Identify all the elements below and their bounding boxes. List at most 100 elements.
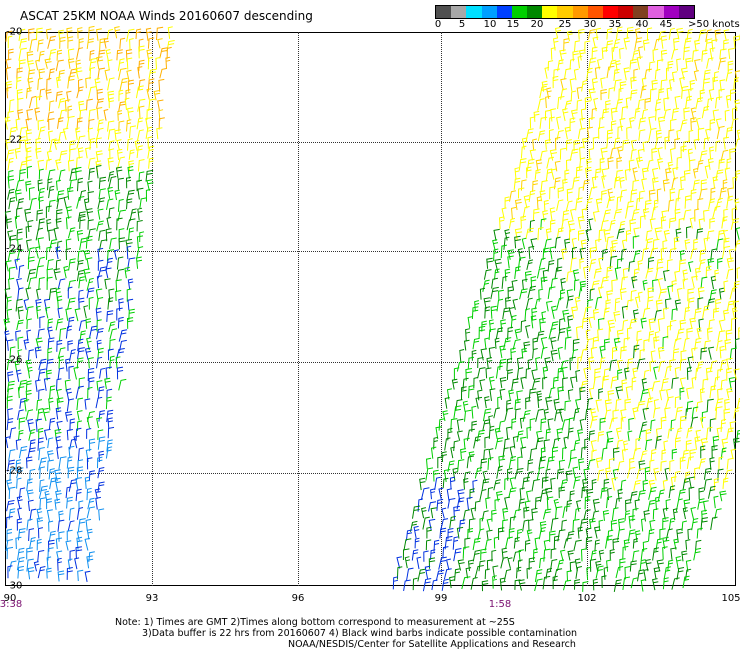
wind-barb [16, 249, 24, 262]
wind-barb [477, 389, 483, 401]
wind-barb [630, 189, 638, 202]
wind-barb [88, 357, 94, 369]
wind-barb [729, 148, 736, 159]
wind-barb [506, 358, 513, 371]
wind-barb [523, 195, 531, 209]
wind-barb [517, 248, 524, 261]
wind-barb [649, 247, 659, 259]
footer-credit: NOAA/NESDIS/Center for Satellite Applica… [288, 639, 576, 650]
wind-barb [579, 518, 589, 531]
wind-barb [579, 157, 586, 170]
wind-barb [588, 88, 596, 101]
wind-barb [520, 446, 527, 459]
wind-barb [126, 189, 135, 202]
wind-barb [558, 486, 566, 499]
wind-barb [635, 156, 644, 169]
wind-barb [569, 356, 576, 371]
wind-barb [9, 99, 15, 112]
wind-barb [53, 139, 61, 150]
wind-barb [506, 426, 512, 440]
wind-barb [637, 260, 643, 271]
wind-barb [36, 209, 44, 222]
wind-barb [545, 168, 553, 181]
wind-barb [115, 290, 122, 302]
wind-barb [96, 275, 103, 289]
wind-barb [585, 329, 591, 341]
wind-barb [585, 527, 592, 539]
wind-barb [689, 79, 696, 92]
wind-barb [33, 561, 40, 572]
wind-barb [79, 109, 87, 122]
wind-barb [26, 87, 32, 99]
wind-barb [556, 116, 562, 130]
wind-barb [559, 147, 567, 160]
wind-barb [573, 68, 579, 81]
wind-barb [660, 460, 667, 472]
wind-barb [620, 276, 628, 290]
wind-barb [557, 59, 564, 72]
wind-barb [701, 49, 708, 62]
wind-barb [65, 248, 72, 261]
wind-barb [648, 479, 656, 492]
wind-barb [606, 559, 612, 572]
wind-barb [583, 306, 592, 320]
wind-barb [588, 57, 597, 71]
wind-barb [706, 327, 713, 340]
wind-barb [438, 556, 447, 570]
wind-barb [678, 217, 685, 231]
wind-barb [47, 35, 56, 49]
wind-barb [633, 227, 640, 239]
lat-label: -28 [6, 465, 23, 477]
pass-time-label: 3:38 [0, 599, 23, 610]
wind-barb [17, 565, 24, 579]
wind-barb [573, 476, 581, 489]
wind-barb [633, 268, 639, 282]
wind-barb [46, 498, 52, 510]
wind-barb [496, 298, 504, 312]
wind-barb [539, 488, 548, 502]
wind-barb [551, 305, 558, 319]
wind-barb [673, 236, 680, 251]
wind-barb [698, 458, 706, 470]
wind-barb [47, 111, 55, 122]
wind-barb [48, 468, 55, 480]
wind-barb [607, 157, 614, 170]
wind-barb [75, 67, 83, 80]
wind-barb [47, 130, 53, 142]
wind-barb [546, 456, 555, 470]
wind-barb [613, 208, 623, 220]
wind-barb [674, 299, 682, 311]
wind-barb [26, 147, 32, 160]
wind-barb [705, 128, 712, 142]
wind-barb [14, 147, 21, 159]
wind-barb [18, 168, 26, 181]
wind-barb [435, 426, 442, 440]
wind-barb [601, 190, 607, 201]
wind-barb [505, 536, 513, 549]
wind-barb [116, 139, 122, 150]
wind-barb [25, 380, 32, 391]
wind-barb [7, 110, 14, 122]
wind-barb [576, 86, 583, 99]
wind-barb [564, 400, 572, 411]
wind-barb [27, 567, 35, 580]
wind-barb [451, 378, 458, 390]
wind-barb [684, 239, 691, 250]
wind-barb [617, 488, 623, 502]
wind-barb [715, 140, 721, 152]
wind-barb [552, 437, 561, 449]
wind-barb [547, 418, 554, 431]
wind-barb [58, 169, 66, 182]
wind-barb [66, 456, 73, 469]
wind-barb [609, 147, 617, 159]
wind-barb [709, 217, 716, 229]
wind-barb [727, 187, 733, 199]
wind-barb [63, 265, 69, 279]
wind-barb [479, 379, 486, 390]
wind-barb [669, 78, 675, 91]
wind-barb [23, 339, 30, 350]
wind-barb [36, 517, 43, 529]
wind-barb [606, 290, 613, 302]
wind-barb [520, 436, 527, 449]
wind-barb [726, 357, 733, 371]
